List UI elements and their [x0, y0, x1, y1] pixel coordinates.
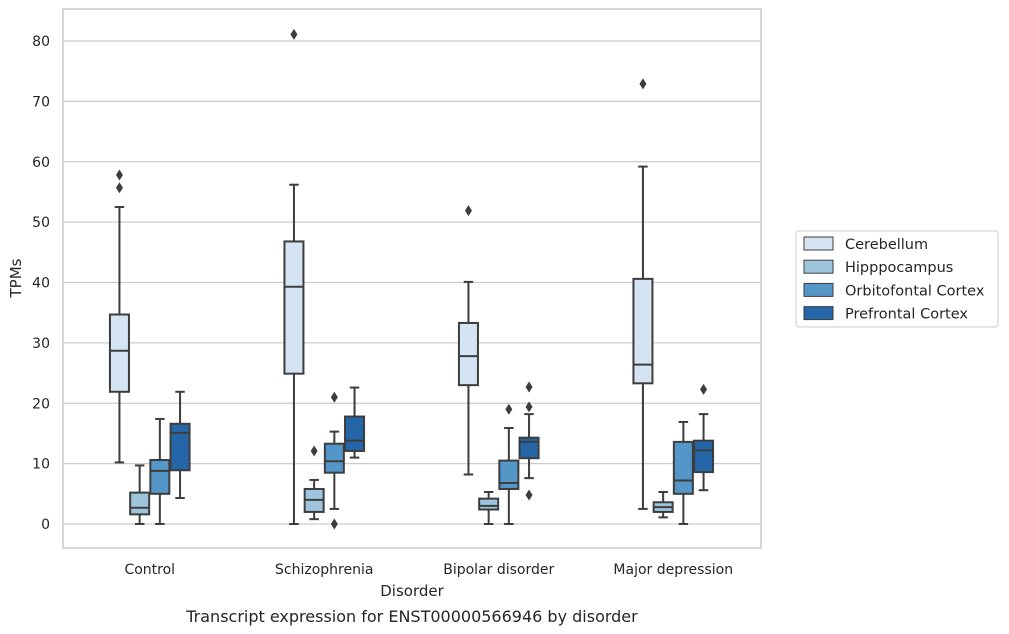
chart-caption: Transcript expression for ENST0000056694… [185, 607, 638, 626]
plot-area-frame [62, 8, 762, 549]
box-iqr [108, 313, 130, 393]
legend-label: Orbitofontal Cortex [845, 283, 985, 299]
x-axis-label: Disorder [380, 582, 444, 600]
box-orbitofontal-cortex [323, 391, 345, 530]
box-cerebellum [108, 169, 130, 464]
x-tick-label: Major depression [613, 562, 733, 578]
legend-frame [795, 230, 999, 328]
legend-item: Cerebellum [803, 236, 928, 253]
y-tick-labels: 0 10 20 30 40 50 60 70 80 [32, 34, 50, 533]
x-tick-label: Schizophrenia [275, 562, 373, 578]
legend-swatch [803, 282, 834, 297]
box-iqr [632, 277, 654, 385]
box-orbitofontal-cortex [149, 417, 171, 525]
outlier-point [115, 169, 123, 181]
outlier-point [525, 401, 533, 413]
legend-item: Prefrontal Cortex [803, 306, 968, 323]
y-tick-label: 50 [32, 215, 50, 231]
box-iqr [344, 415, 366, 452]
outlier-point [290, 28, 298, 40]
x-tick-labels: Control Schizophrenia Bipolar disorder Majo… [124, 562, 733, 578]
grid-lines [63, 40, 761, 525]
outlier-point [700, 383, 708, 395]
box-hipppocampus [652, 491, 674, 519]
box-iqr [693, 439, 715, 474]
legend-item: Orbitofontal Cortex [803, 282, 985, 299]
boxes [108, 28, 715, 530]
outlier-point [115, 182, 123, 194]
y-tick-label: 40 [32, 276, 50, 292]
box-prefrontal-cortex [169, 390, 191, 500]
y-tick-label: 80 [32, 34, 50, 50]
y-tick-label: 20 [32, 396, 50, 412]
box-orbitofontal-cortex [672, 420, 694, 525]
x-tick-label: Bipolar disorder [443, 562, 554, 578]
outlier-point [464, 205, 472, 217]
y-tick-label: 10 [32, 457, 50, 473]
box-iqr [498, 459, 520, 490]
y-tick-label: 30 [32, 336, 50, 352]
legend-label: Hipppocampus [845, 260, 953, 276]
box-iqr [149, 459, 171, 495]
box-iqr [283, 240, 305, 375]
box-orbitofontal-cortex [498, 403, 520, 525]
legend-label: Cerebellum [845, 237, 928, 253]
legend-label: Prefrontal Cortex [845, 307, 968, 323]
y-tick-label: 70 [32, 94, 50, 110]
legend-swatch [803, 236, 834, 251]
box-cerebellum [283, 28, 305, 525]
box-iqr [323, 442, 345, 474]
box-hipppocampus [129, 464, 151, 525]
outlier-point [505, 403, 513, 415]
outlier-point [639, 78, 647, 90]
legend-item: Hipppocampus [803, 259, 953, 276]
outlier-point [330, 518, 338, 530]
box-cerebellum [632, 78, 654, 510]
outlier-point [525, 489, 533, 501]
box-hipppocampus [303, 445, 325, 521]
box-iqr [672, 440, 694, 495]
legend-swatch [803, 306, 834, 321]
box-prefrontal-cortex [693, 383, 715, 492]
legend: Cerebellum Hipppocampus Orbitofontal Corte… [795, 230, 999, 328]
box-cerebellum [457, 205, 479, 476]
box-iqr [169, 422, 191, 472]
x-tick-label: Control [124, 562, 175, 578]
box-iqr [129, 491, 151, 516]
box-hipppocampus [478, 491, 500, 525]
y-axis-label: TPMs [7, 258, 25, 298]
box-prefrontal-cortex [518, 381, 540, 501]
y-tick-label: 0 [41, 517, 50, 533]
legend-swatch [803, 259, 834, 274]
box-iqr [518, 436, 540, 460]
outlier-point [330, 391, 338, 403]
box-iqr [457, 321, 479, 387]
box-iqr [478, 497, 500, 511]
outlier-point [525, 381, 533, 393]
box-prefrontal-cortex [344, 386, 366, 459]
y-tick-label: 60 [32, 155, 50, 171]
outlier-point [310, 445, 318, 457]
